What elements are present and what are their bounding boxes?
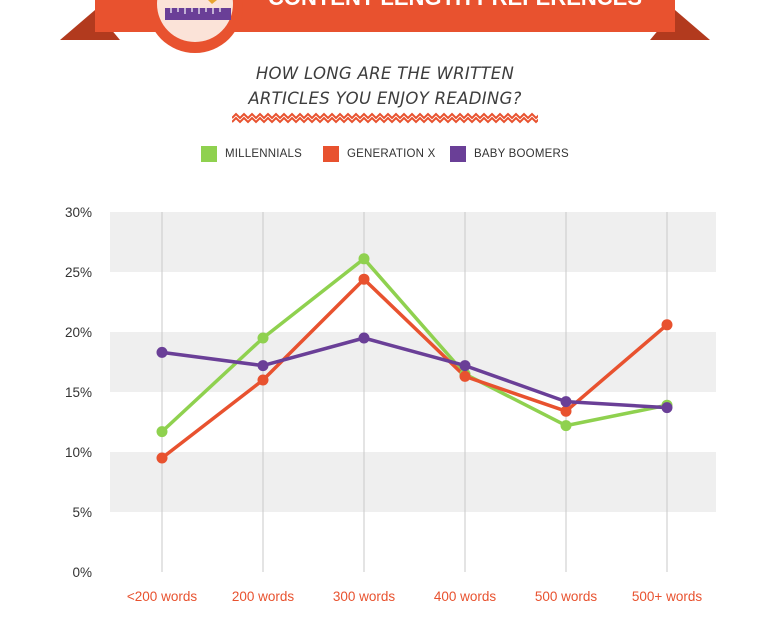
y-tick-label: 0% [72, 565, 92, 580]
legend-label-millennials: MILLENNIALS [225, 148, 302, 160]
y-tick-label: 30% [65, 205, 92, 220]
data-point-baby-boomers [560, 396, 572, 408]
legend-label-generation-x: GENERATION X [347, 148, 436, 160]
y-tick-label: 20% [65, 325, 92, 340]
chart-title-line-2: ARTICLES YOU ENJOY READING? [248, 89, 522, 108]
y-tick-label: 5% [72, 505, 92, 520]
y-tick-label: 10% [65, 445, 92, 460]
data-point-baby-boomers [459, 360, 471, 372]
x-tick-label: 500 words [535, 589, 598, 604]
header-banner: CONTENT LENGTH PREFERENCES [60, 0, 710, 53]
data-point-baby-boomers [661, 402, 673, 414]
x-tick-label: <200 words [127, 589, 197, 604]
legend-item-generation-x: GENERATION X [323, 146, 435, 162]
ruler-pencil-icon [165, 0, 231, 20]
series-line-millennials [160, 257, 668, 433]
x-tick-label: 400 words [434, 589, 497, 604]
data-point-millennials [257, 332, 269, 344]
legend-swatch-millennials [201, 146, 217, 162]
line-chart: 0% 5% 10% 15% 20% 25% 30% <200 words 200 words 30… [65, 205, 716, 604]
data-point-generation-x [459, 370, 471, 382]
data-point-generation-x [661, 319, 673, 331]
chart-title-line-1: HOW LONG ARE THE WRITTEN [255, 64, 515, 83]
data-point-baby-boomers [257, 360, 269, 372]
data-point-generation-x [560, 405, 572, 417]
data-point-millennials [156, 426, 168, 438]
banner-title: CONTENT LENGTH PREFERENCES [268, 0, 642, 10]
y-tick-label: 15% [65, 385, 92, 400]
legend-swatch-generation-x [323, 146, 339, 162]
x-tick-label: 200 words [232, 589, 295, 604]
legend-item-baby-boomers: BABY BOOMERS [450, 146, 569, 162]
grid-band [110, 332, 716, 392]
legend-label-baby-boomers: BABY BOOMERS [474, 148, 569, 160]
series-line-baby-boomers [161, 336, 668, 410]
data-point-baby-boomers [358, 332, 370, 344]
title-underline-squiggle [232, 112, 538, 124]
data-point-baby-boomers [156, 346, 168, 358]
legend-swatch-baby-boomers [450, 146, 466, 162]
data-point-millennials [560, 420, 572, 432]
y-tick-label: 25% [65, 265, 92, 280]
data-point-generation-x [358, 273, 370, 285]
x-tick-label: 300 words [333, 589, 396, 604]
legend-item-millennials: MILLENNIALS [201, 146, 302, 162]
series-line-generation-x [160, 277, 669, 460]
data-point-generation-x [257, 374, 269, 386]
chart-legend: MILLENNIALS GENERATION X BABY BOOMERS [0, 146, 770, 168]
data-point-millennials [358, 253, 370, 265]
x-tick-label: 500+ words [632, 589, 702, 604]
data-point-generation-x [156, 452, 168, 464]
grid-band [110, 452, 716, 512]
grid-band [110, 212, 716, 272]
